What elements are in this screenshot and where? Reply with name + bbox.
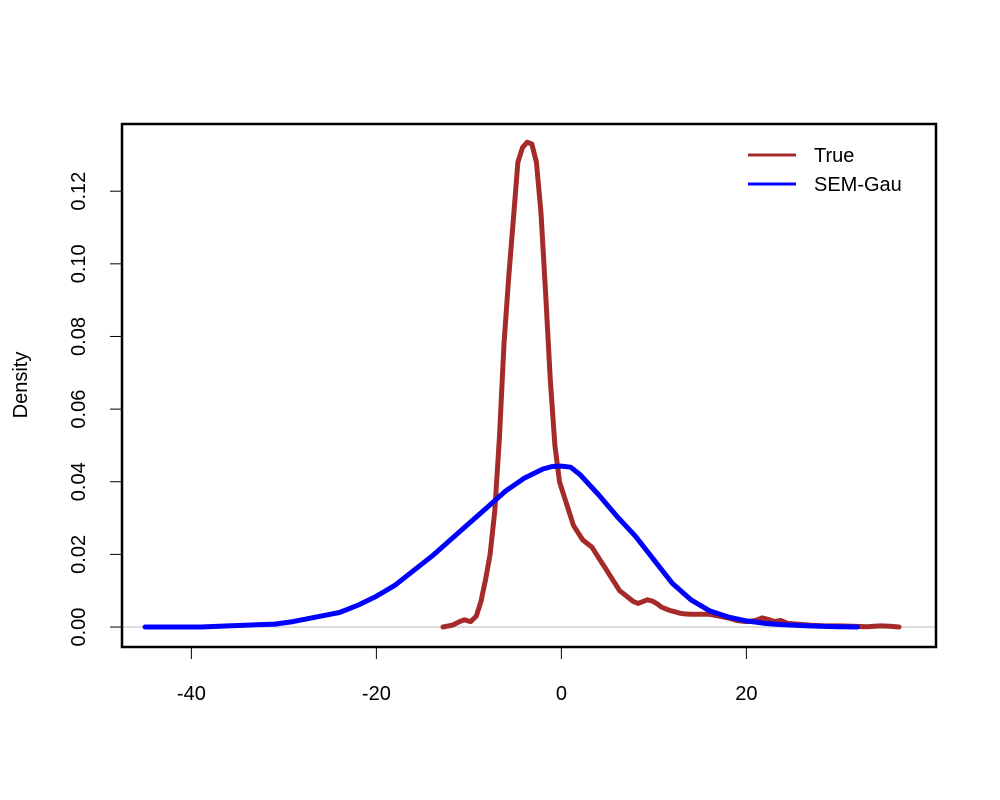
plot-frame: [120, 122, 938, 649]
y-axis: 0.00 0.02 0.04 0.06 0.08 0.10 0.12: [68, 172, 123, 647]
y-tick-label: 0.08: [68, 317, 90, 356]
y-tick-label: 0.04: [68, 462, 90, 501]
x-tick-label: 0: [556, 683, 567, 705]
x-tick-label: 20: [735, 683, 757, 705]
y-tick-label: 0.02: [68, 535, 90, 574]
y-tick-label: 0.06: [68, 390, 90, 429]
x-axis: -40 -20 0 20: [177, 646, 758, 705]
legend-label-0: True: [814, 145, 854, 167]
y-tick-label: 0.12: [68, 172, 90, 211]
x-tick-label: -20: [362, 683, 391, 705]
x-tick-label: -40: [177, 683, 206, 705]
series-line-1: [142, 463, 860, 630]
y-tick-label: 0.00: [68, 608, 90, 647]
legend-label-1: SEM-Gau: [814, 174, 902, 196]
y-axis-title: Density: [10, 352, 32, 419]
series-line-0: [440, 139, 902, 630]
y-tick-label: 0.10: [68, 244, 90, 283]
series-layer: [142, 139, 902, 630]
legend: True SEM-Gau: [748, 145, 902, 196]
